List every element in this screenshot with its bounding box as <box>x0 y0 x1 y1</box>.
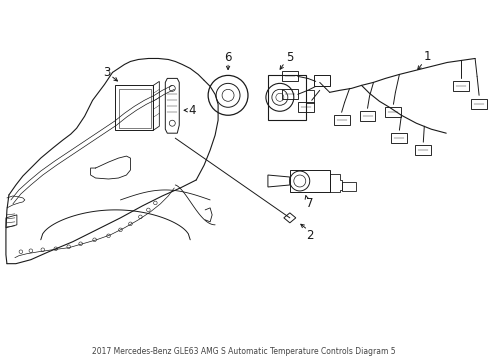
Bar <box>385 107 401 117</box>
Bar <box>297 102 313 112</box>
Bar <box>414 145 430 155</box>
Bar <box>341 182 355 191</box>
Text: 2: 2 <box>305 229 313 242</box>
Text: 7: 7 <box>305 197 313 210</box>
Text: 2017 Mercedes-Benz GLE63 AMG S Automatic Temperature Controls Diagram 5: 2017 Mercedes-Benz GLE63 AMG S Automatic… <box>92 347 395 356</box>
Bar <box>333 115 349 125</box>
Text: 6: 6 <box>224 51 231 64</box>
Bar <box>452 81 468 91</box>
Bar <box>313 75 329 86</box>
Bar <box>470 99 486 109</box>
Text: 4: 4 <box>188 104 196 117</box>
Bar <box>281 71 297 81</box>
Bar <box>359 111 375 121</box>
Text: 1: 1 <box>423 50 430 63</box>
Bar <box>281 89 297 99</box>
Polygon shape <box>283 213 295 223</box>
Text: 5: 5 <box>285 51 293 64</box>
Bar <box>390 133 407 143</box>
Text: 3: 3 <box>102 66 110 79</box>
